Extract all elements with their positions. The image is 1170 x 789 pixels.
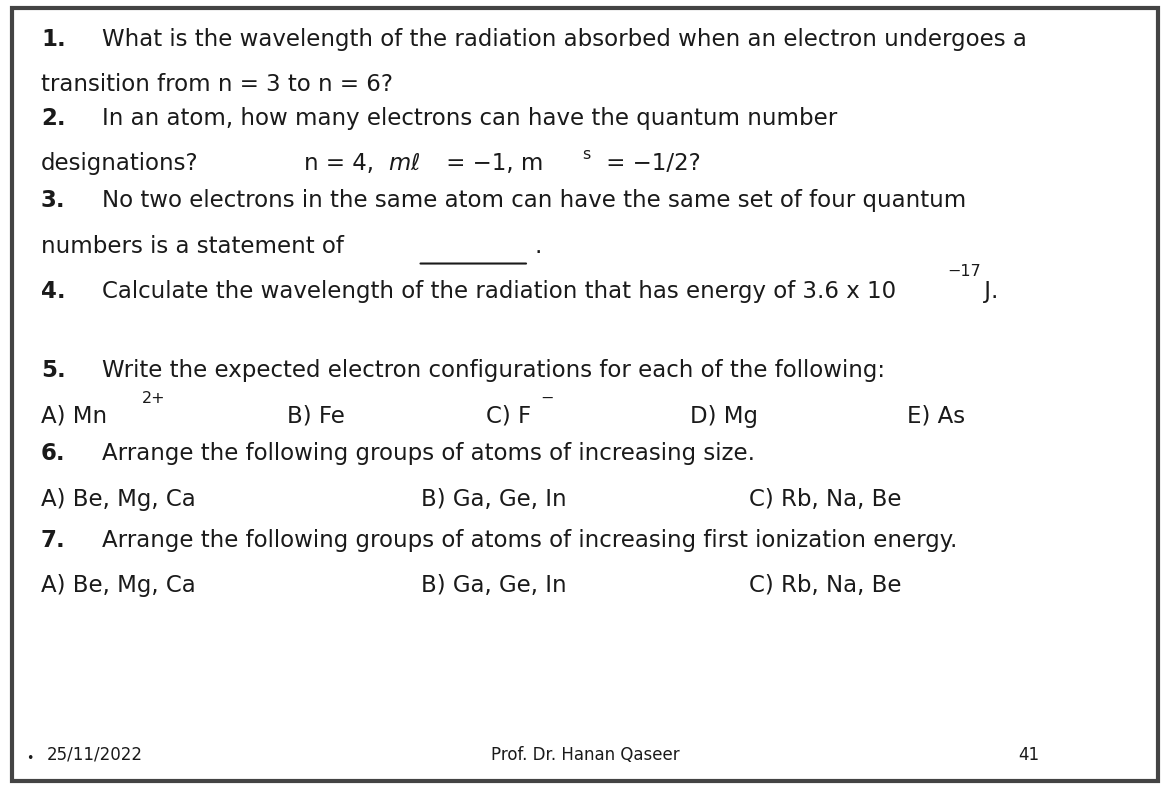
Text: B) Ga, Ge, In: B) Ga, Ge, In <box>421 574 566 597</box>
Text: designations?: designations? <box>41 152 199 175</box>
Text: C) Rb, Na, Be: C) Rb, Na, Be <box>749 574 901 597</box>
Text: numbers is a statement of: numbers is a statement of <box>41 235 344 258</box>
Text: 5.: 5. <box>41 359 66 382</box>
Text: B) Ga, Ge, In: B) Ga, Ge, In <box>421 488 566 510</box>
Text: −: − <box>541 391 553 406</box>
Text: A) Mn: A) Mn <box>41 405 108 428</box>
Text: A) Be, Mg, Ca: A) Be, Mg, Ca <box>41 574 195 597</box>
Text: 2+: 2+ <box>142 391 165 406</box>
Text: 4.: 4. <box>41 280 66 303</box>
Text: 1.: 1. <box>41 28 66 50</box>
Text: = −1, m: = −1, m <box>439 152 543 175</box>
Text: D) Mg: D) Mg <box>690 405 758 428</box>
Text: 6.: 6. <box>41 442 66 465</box>
Text: .: . <box>535 235 542 258</box>
Text: −17: −17 <box>948 264 982 279</box>
Text: 2.: 2. <box>41 107 66 129</box>
Text: C) F: C) F <box>486 405 531 428</box>
Text: In an atom, how many electrons can have the quantum number: In an atom, how many electrons can have … <box>102 107 837 129</box>
Text: Calculate the wavelength of the radiation that has energy of 3.6 x 10: Calculate the wavelength of the radiatio… <box>102 280 896 303</box>
Text: C) Rb, Na, Be: C) Rb, Na, Be <box>749 488 901 510</box>
Text: B) Fe: B) Fe <box>287 405 344 428</box>
FancyBboxPatch shape <box>12 8 1158 781</box>
Text: Arrange the following groups of atoms of increasing first ionization energy.: Arrange the following groups of atoms of… <box>102 529 957 552</box>
Text: 3.: 3. <box>41 189 66 212</box>
Text: $m\ell$: $m\ell$ <box>388 152 421 175</box>
Text: 41: 41 <box>1018 746 1039 764</box>
Text: 7.: 7. <box>41 529 66 552</box>
Text: transition from n = 3 to n = 6?: transition from n = 3 to n = 6? <box>41 73 393 96</box>
Text: What is the wavelength of the radiation absorbed when an electron undergoes a: What is the wavelength of the radiation … <box>102 28 1026 50</box>
Text: J.: J. <box>977 280 998 303</box>
Text: A) Be, Mg, Ca: A) Be, Mg, Ca <box>41 488 195 510</box>
Text: = −1/2?: = −1/2? <box>599 152 701 175</box>
Text: •: • <box>26 752 33 765</box>
Text: Prof. Dr. Hanan Qaseer: Prof. Dr. Hanan Qaseer <box>490 746 680 764</box>
Text: 25/11/2022: 25/11/2022 <box>47 746 143 764</box>
Text: E) As: E) As <box>907 405 965 428</box>
Text: No two electrons in the same atom can have the same set of four quantum: No two electrons in the same atom can ha… <box>102 189 966 212</box>
Text: Arrange the following groups of atoms of increasing size.: Arrange the following groups of atoms of… <box>102 442 755 465</box>
Text: s: s <box>583 147 591 162</box>
Text: n = 4,: n = 4, <box>304 152 381 175</box>
Text: Write the expected electron configurations for each of the following:: Write the expected electron configuratio… <box>102 359 885 382</box>
